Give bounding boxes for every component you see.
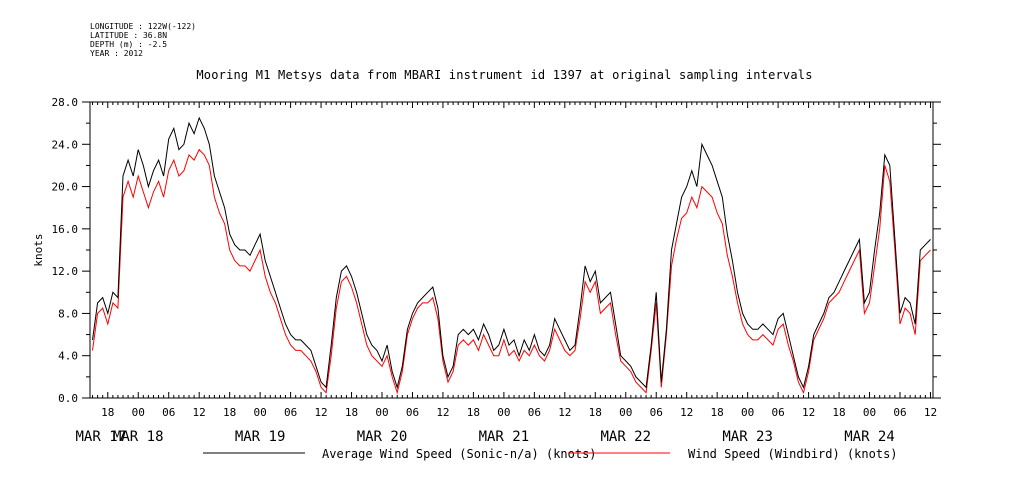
legend-label-windbird: Wind Speed (Windbird) (knots) (688, 447, 898, 461)
x-day-label: MAR 24 (844, 429, 895, 445)
x-hour-label: 12 (314, 406, 327, 419)
series-line-average-wind-speed (92, 116, 931, 390)
y-tick-label: 8.0 (58, 307, 78, 320)
x-hour-label: 00 (741, 406, 754, 419)
x-hour-label: 18 (711, 406, 724, 419)
depth-line: DEPTH (m) : -2.5 (90, 40, 168, 49)
x-day-label: MAR 23 (722, 429, 773, 445)
x-hour-label: 18 (467, 406, 480, 419)
x-hour-label: 18 (832, 406, 845, 419)
x-hour-label: 12 (680, 406, 693, 419)
x-hour-label: 06 (406, 406, 419, 419)
x-axis-labels: 18 00 06 12 18 00 06 12 18 00 06 12 18 00 06 12 18 00 06 12… (76, 406, 938, 445)
y-tick-label: 16.0 (52, 223, 79, 236)
legend: Average Wind Speed (Sonic-n/a) (knots) W… (203, 447, 898, 461)
x-hour-label: 00 (132, 406, 145, 419)
x-hour-label: 00 (863, 406, 876, 419)
x-hour-label: 00 (497, 406, 510, 419)
x-day-label: MAR 22 (600, 429, 651, 445)
y-tick-label: 12.0 (52, 265, 79, 278)
x-hour-label: 06 (284, 406, 297, 419)
y-axis-title: knots (32, 233, 45, 266)
x-hour-label: 06 (650, 406, 663, 419)
x-hour-label: 06 (893, 406, 906, 419)
legend-label-average: Average Wind Speed (Sonic-n/a) (knots) (322, 447, 597, 461)
x-hour-label: 06 (162, 406, 175, 419)
x-hour-label: 12 (436, 406, 449, 419)
x-day-label: MAR 17 (76, 429, 127, 445)
longitude-line: LONGITUDE : 122W(-122) (90, 22, 196, 31)
x-hour-label: 18 (101, 406, 114, 419)
x-hour-label: 18 (589, 406, 602, 419)
x-day-label: MAR 21 (479, 429, 530, 445)
y-tick-label: 28.0 (52, 96, 79, 109)
x-day-label: MAR 20 (357, 429, 408, 445)
x-hour-label: 00 (619, 406, 632, 419)
y-axis-labels: 0.0 4.0 8.0 12.0 16.0 20.0 24.0 28.0 (52, 96, 79, 405)
x-day-label: MAR 18 (113, 429, 164, 445)
x-hour-label: 12 (558, 406, 571, 419)
x-hour-label: 18 (223, 406, 236, 419)
y-tick-label: 4.0 (58, 350, 78, 363)
y-tick-label: 24.0 (52, 138, 79, 151)
series-layer (92, 116, 931, 395)
x-hour-label: 12 (802, 406, 815, 419)
header-metadata: LONGITUDE : 122W(-122) LATITUDE : 36.8N … (90, 22, 196, 58)
x-hour-label: 18 (345, 406, 358, 419)
x-hour-label: 12 (193, 406, 206, 419)
x-hour-label: 12 (924, 406, 937, 419)
y-tick-label: 0.0 (58, 392, 78, 405)
plot-frame (89, 101, 934, 399)
y-tick-label: 20.0 (52, 181, 79, 194)
year-line: YEAR : 2012 (90, 49, 143, 58)
x-day-label: MAR 19 (235, 429, 286, 445)
series-line-windbird-wind-speed (92, 148, 931, 395)
latitude-line: LATITUDE : 36.8N (90, 31, 168, 40)
x-hour-label: 06 (771, 406, 784, 419)
x-hour-label: 00 (375, 406, 388, 419)
x-hour-label: 06 (528, 406, 541, 419)
x-hour-label: 00 (253, 406, 266, 419)
chart-title: Mooring M1 Metsys data from MBARI instru… (196, 68, 813, 82)
